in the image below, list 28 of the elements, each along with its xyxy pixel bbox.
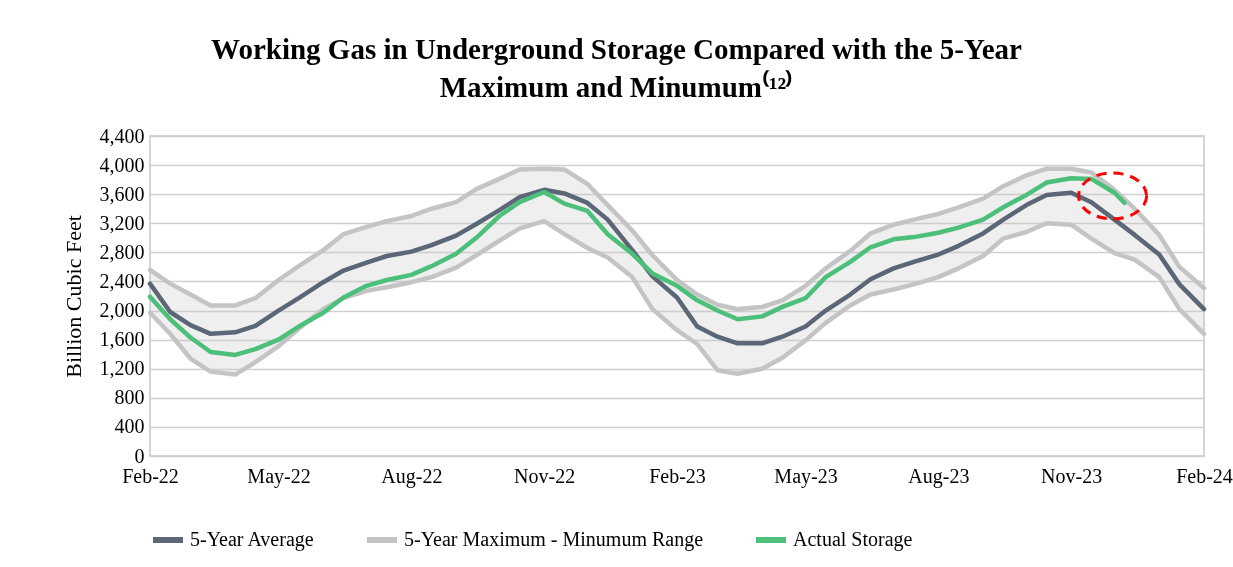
- y-tick-label: 3,600: [99, 182, 145, 205]
- legend-label: Actual Storage: [793, 528, 913, 551]
- line-series: [147, 187, 1207, 346]
- chart-title: Working Gas in Underground Storage Compared with the 5-Year Maximum and Minumum⁽¹²⁾: [210, 32, 1023, 105]
- y-tick-label: 4,400: [99, 124, 145, 147]
- legend-label: 5-Year Average: [190, 528, 314, 551]
- y-tick-label: 2,400: [99, 269, 145, 292]
- x-tick-label: Feb-24: [1176, 464, 1233, 487]
- y-tick-label: 1,200: [99, 357, 145, 380]
- y-tick-label: 3,200: [99, 211, 145, 234]
- line-series: [147, 175, 1127, 358]
- x-tick-label: May-22: [247, 464, 311, 488]
- x-tick-label: Aug-23: [908, 464, 970, 488]
- x-tick-label: Feb-23: [649, 464, 706, 487]
- y-tick-label: 2,000: [99, 299, 145, 322]
- y-axis-title: Billion Cubic Feet: [60, 215, 86, 378]
- y-tick-label: 1,600: [99, 328, 145, 351]
- x-tick-label: Nov-22: [514, 464, 576, 487]
- y-tick-label: 800: [114, 386, 145, 409]
- x-tick-label: Aug-22: [381, 464, 443, 488]
- x-tick-label: Nov-23: [1041, 464, 1103, 487]
- y-tick-label: 4,000: [99, 153, 145, 176]
- x-tick-label: Feb-22: [122, 464, 179, 487]
- y-tick-label: 2,800: [99, 240, 145, 263]
- y-tick-label: 0: [134, 444, 145, 467]
- y-tick-label: 400: [114, 415, 145, 438]
- x-tick-label: May-23: [774, 464, 838, 488]
- legend-label: 5-Year Maximum - Minumum Range: [404, 528, 704, 551]
